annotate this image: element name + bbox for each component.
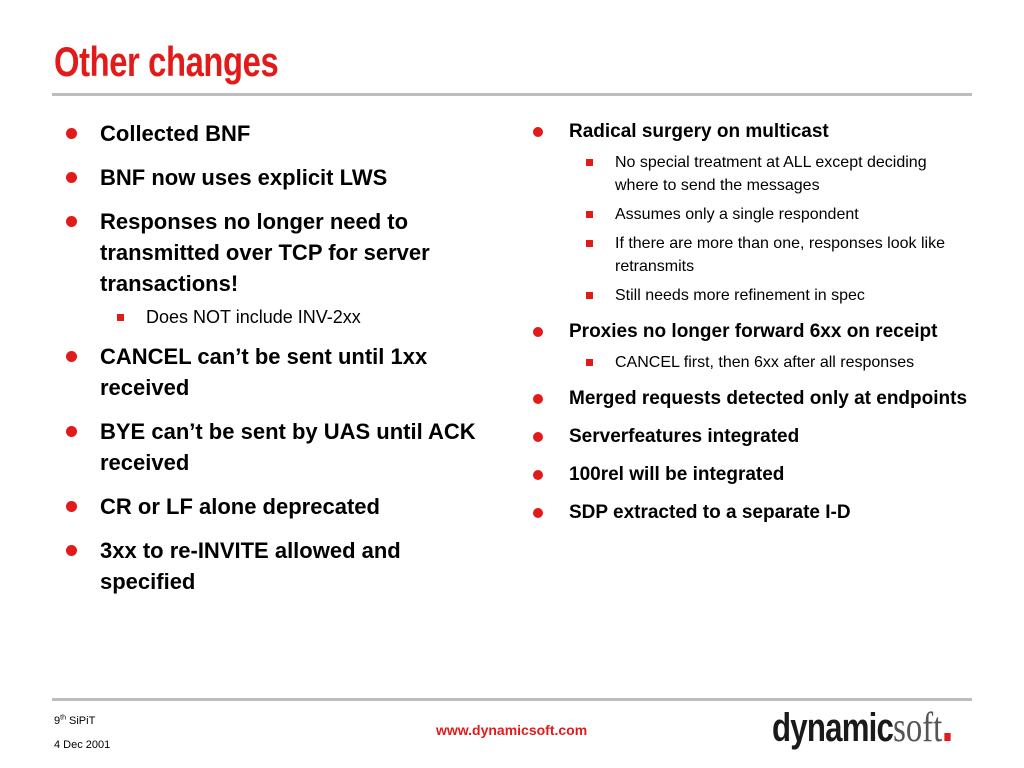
- event-suffix: th: [60, 714, 66, 722]
- bullet-dot-icon: [533, 508, 543, 518]
- square-bullet-icon: [586, 359, 593, 366]
- bullet-dot-icon: [66, 426, 77, 437]
- bullet-text: Proxies no longer forward 6xx on receipt: [569, 321, 938, 342]
- bullet-text: 3xx to re-INVITE allowed and specified: [100, 538, 401, 594]
- sub-bullet-list: Does NOT include INV-2xx: [62, 306, 502, 328]
- logo-text-light: soft: [893, 705, 943, 751]
- bullet-dot-icon: [66, 351, 77, 362]
- bullet-item: SDP extracted to a separate I-D: [530, 499, 970, 526]
- bullet-text: SDP extracted to a separate I-D: [569, 502, 851, 523]
- footer-url-link[interactable]: www.dynamicsoft.com: [436, 722, 588, 738]
- right-bullet-list: Radical surgery on multicast No special t…: [530, 118, 970, 526]
- bottom-divider: [52, 698, 972, 701]
- square-bullet-icon: [586, 159, 593, 166]
- sub-bullet-text: CANCEL first, then 6xx after all respons…: [615, 354, 915, 371]
- left-column: Collected BNF BNF now uses explicit LWS Re…: [62, 118, 502, 610]
- bullet-item: Radical surgery on multicast No special t…: [530, 118, 970, 307]
- bullet-text: Collected BNF: [100, 121, 251, 146]
- bullet-item: BNF now uses explicit LWS: [62, 162, 502, 193]
- slide-title: Other changes: [54, 38, 279, 85]
- bullet-item: Proxies no longer forward 6xx on receipt…: [530, 318, 970, 374]
- sub-bullet-item: Still needs more refinement in spec: [569, 284, 970, 307]
- bullet-dot-icon: [66, 501, 77, 512]
- bullet-dot-icon: [66, 216, 77, 227]
- bullet-item: BYE can’t be sent by UAS until ACK recei…: [62, 416, 502, 478]
- bullet-item: Responses no longer need to transmitted …: [62, 206, 502, 328]
- sub-bullet-item: CANCEL first, then 6xx after all respons…: [569, 351, 970, 374]
- bullet-item: 3xx to re-INVITE allowed and specified: [62, 535, 502, 597]
- square-bullet-icon: [586, 240, 593, 247]
- sub-bullet-text: Still needs more refinement in spec: [615, 287, 865, 304]
- bullet-item: CANCEL can’t be sent until 1xx received: [62, 341, 502, 403]
- bullet-text: CANCEL can’t be sent until 1xx received: [100, 344, 428, 400]
- event-number: 9: [54, 715, 61, 727]
- bullet-dot-icon: [533, 432, 543, 442]
- bullet-item: 100rel will be integrated: [530, 461, 970, 488]
- bullet-text: Serverfeatures integrated: [569, 426, 800, 447]
- top-divider: [52, 93, 972, 96]
- bullet-dot-icon: [533, 127, 543, 137]
- bullet-text: 100rel will be integrated: [569, 464, 785, 485]
- footer-event-info: 9th SiPiT 4 Dec 2001: [54, 714, 110, 752]
- bullet-text: Radical surgery on multicast: [569, 121, 829, 142]
- bullet-text: Responses no longer need to transmitted …: [100, 209, 430, 296]
- event-name: SiPiT: [69, 715, 96, 727]
- sub-bullet-text: Does NOT include INV-2xx: [146, 307, 361, 327]
- bullet-item: Serverfeatures integrated: [530, 423, 970, 450]
- bullet-item: Collected BNF: [62, 118, 502, 149]
- bullet-item: CR or LF alone deprecated: [62, 491, 502, 522]
- bullet-text: Merged requests detected only at endpoin…: [569, 388, 968, 409]
- bullet-text: BNF now uses explicit LWS: [100, 165, 388, 190]
- sub-bullet-text: Assumes only a single respondent: [615, 206, 859, 223]
- bullet-dot-icon: [533, 394, 543, 404]
- bullet-text: BYE can’t be sent by UAS until ACK recei…: [100, 419, 476, 475]
- sub-bullet-item: Does NOT include INV-2xx: [100, 306, 502, 328]
- bullet-dot-icon: [533, 327, 543, 337]
- bullet-dot-icon: [66, 128, 77, 139]
- dynamicsoft-logo: dynamicsoft: [772, 704, 1001, 752]
- sub-bullet-item: If there are more than one, responses lo…: [569, 232, 970, 278]
- bullet-item: Merged requests detected only at endpoin…: [530, 385, 970, 412]
- sub-bullet-item: Assumes only a single respondent: [569, 203, 970, 226]
- sub-bullet-list: CANCEL first, then 6xx after all respons…: [530, 351, 970, 374]
- bullet-dot-icon: [66, 172, 77, 183]
- logo-dot-icon: [944, 733, 951, 741]
- bullet-text: CR or LF alone deprecated: [100, 494, 380, 519]
- square-bullet-icon: [117, 314, 124, 321]
- sub-bullet-text: No special treatment at ALL except decid…: [615, 154, 927, 194]
- right-column: Radical surgery on multicast No special t…: [530, 118, 970, 537]
- sub-bullet-text: If there are more than one, responses lo…: [615, 235, 945, 275]
- square-bullet-icon: [586, 292, 593, 299]
- left-bullet-list: Collected BNF BNF now uses explicit LWS Re…: [62, 118, 502, 597]
- logo-text-bold: dynamic: [772, 706, 894, 750]
- square-bullet-icon: [586, 211, 593, 218]
- bullet-dot-icon: [66, 545, 77, 556]
- sub-bullet-list: No special treatment at ALL except decid…: [530, 151, 970, 307]
- footer-date: 4 Dec 2001: [54, 739, 111, 751]
- bullet-dot-icon: [533, 470, 543, 480]
- sub-bullet-item: No special treatment at ALL except decid…: [569, 151, 970, 197]
